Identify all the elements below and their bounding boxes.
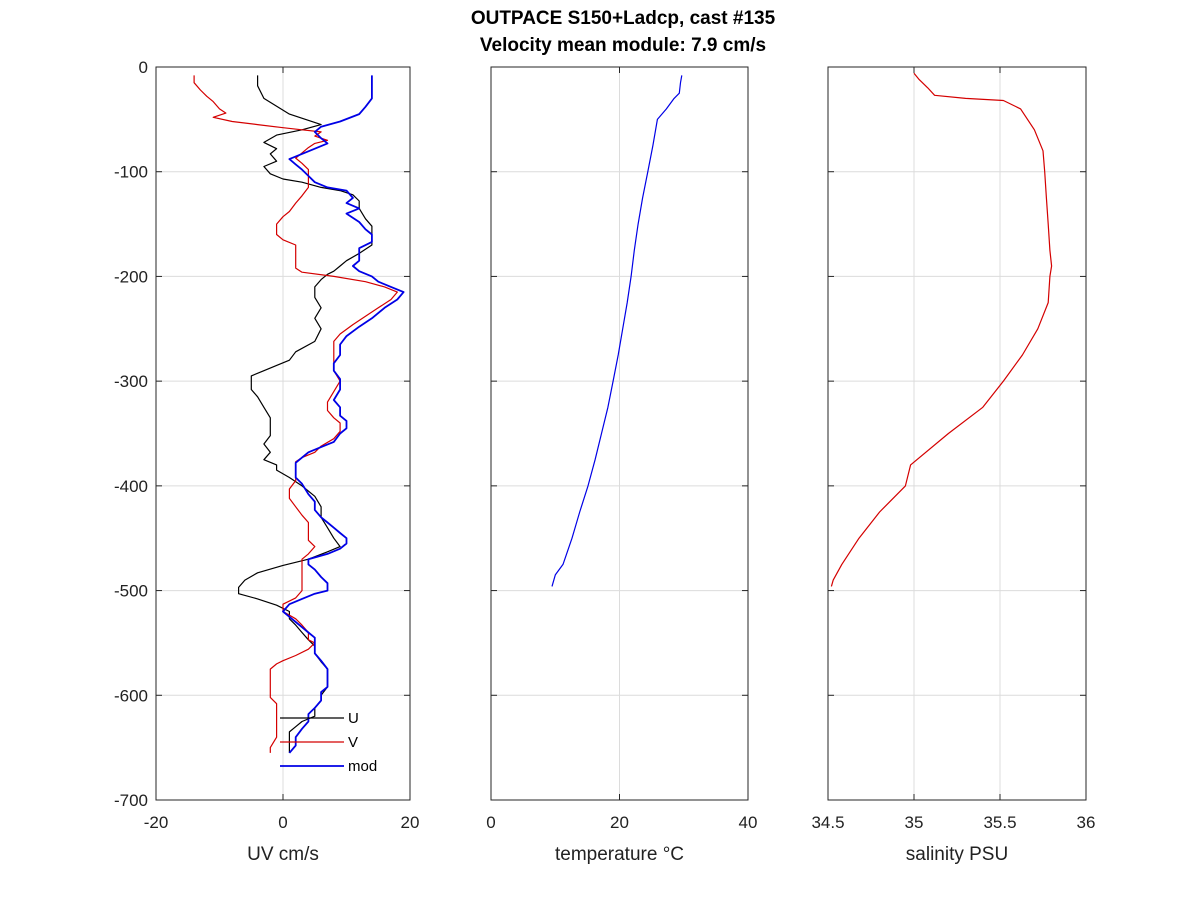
figure-title-line2: Velocity mean module: 7.9 cm/s — [480, 35, 766, 56]
temperature-xtick-label: 40 — [739, 813, 758, 832]
salinity-xtick-label: 34.5 — [811, 813, 844, 832]
depth-ytick-label: -500 — [114, 582, 148, 601]
salinity-xtick-label: 36 — [1077, 813, 1096, 832]
legend-label-u: U — [348, 710, 359, 727]
figure-title-line1: OUTPACE S150+Ladcp, cast #135 — [471, 8, 776, 29]
temperature-profile-line — [551, 75, 683, 587]
temperature-panel: 0 20 40 temperature °C — [486, 66, 758, 865]
depth-ytick-label: 0 — [139, 58, 148, 77]
salinity-xtick-label: 35.5 — [983, 813, 1016, 832]
salinity-axes-frame — [827, 66, 1087, 801]
legend-label-v: V — [348, 734, 358, 751]
depth-ytick-label: -300 — [114, 372, 148, 391]
salinity-xtick-label: 35 — [905, 813, 924, 832]
v-profile-line — [193, 75, 398, 753]
uv-xtick-label: 20 — [401, 813, 420, 832]
salinity-plot-area — [828, 67, 1086, 800]
temperature-xtick-label: 20 — [610, 813, 629, 832]
temperature-xaxis-label: temperature °C — [555, 844, 684, 865]
uv-xaxis-label: UV cm/s — [247, 844, 319, 865]
temperature-xtick-label: 0 — [486, 813, 495, 832]
uv-xtick-label: 0 — [278, 813, 287, 832]
legend-label-mod: mod — [348, 758, 377, 775]
salinity-profile-line — [830, 72, 1053, 587]
uv-xtick-label: -20 — [144, 813, 169, 832]
depth-ytick-label: -100 — [114, 163, 148, 182]
salinity-xaxis-label: salinity PSU — [906, 844, 1008, 865]
mod-profile-line — [282, 75, 405, 754]
depth-ytick-label: -600 — [114, 686, 148, 705]
depth-ytick-label: -700 — [114, 791, 148, 810]
depth-ytick-label: -400 — [114, 477, 148, 496]
depth-ytick-label: -200 — [114, 267, 148, 286]
salinity-panel: 34.5 35 35.5 36 salinity PSU — [811, 66, 1096, 865]
